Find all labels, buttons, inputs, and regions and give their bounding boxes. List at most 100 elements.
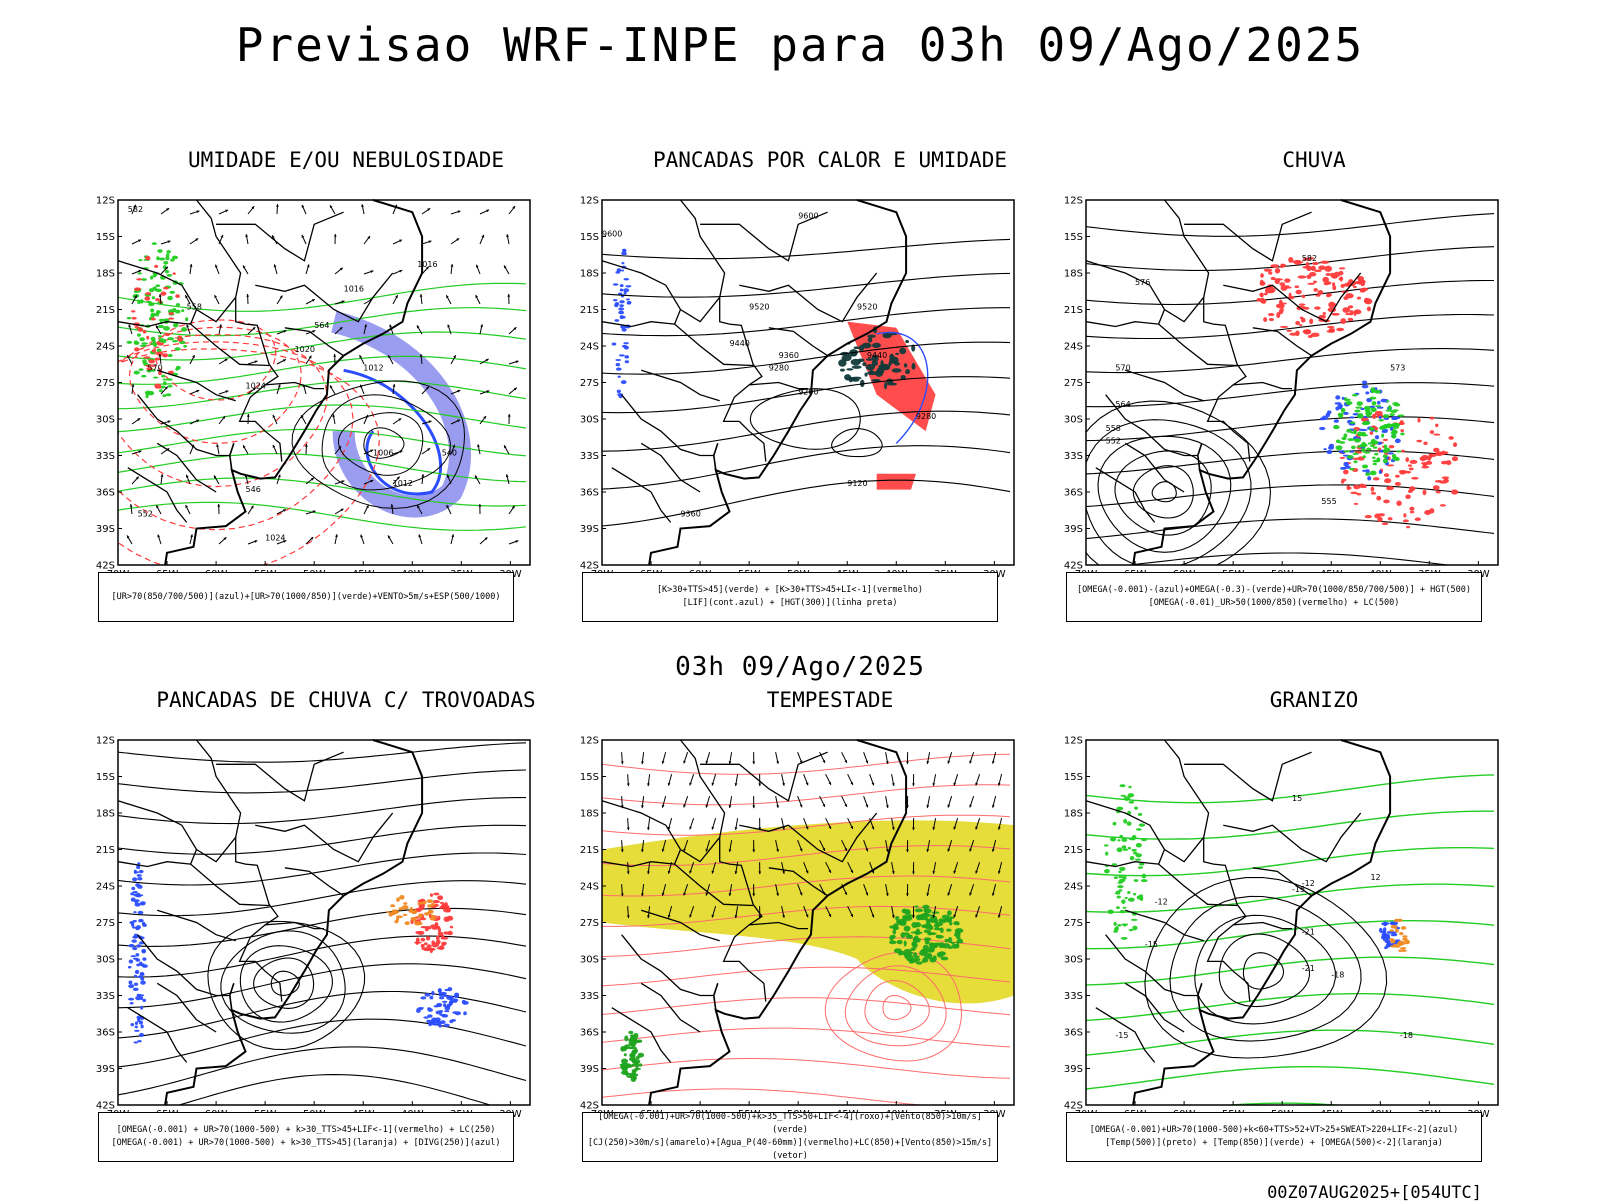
temperature-850-contour (1119, 835, 1123, 839)
lifted-index-contour (627, 301, 632, 304)
low-level-jet-cell (897, 940, 903, 944)
contour-label: -12 (1302, 879, 1315, 888)
country-border (602, 322, 675, 327)
humidity-cell (155, 289, 162, 292)
low-level-jet-cell (956, 936, 960, 939)
country-border (236, 837, 282, 1001)
rain-cell (1423, 442, 1427, 445)
lifted-index-contour (616, 363, 620, 367)
hail-cell (1390, 921, 1395, 925)
rain-cell (1260, 281, 1266, 286)
omega-strong-cell (1396, 450, 1401, 452)
streamline (118, 798, 526, 824)
instability-cell (842, 355, 852, 361)
thunderstorm-cell (433, 900, 440, 903)
contour-label: 564 (1115, 400, 1130, 409)
omega-strong-cell (1384, 444, 1387, 449)
divergence-cell (128, 944, 134, 947)
humidity-cell (163, 381, 167, 385)
rain-cell (1367, 306, 1371, 311)
thickness-cell (151, 318, 156, 321)
streamline (602, 1059, 1010, 1079)
humidity-cell (146, 301, 151, 303)
rain-cell (1286, 285, 1289, 288)
lat-tick-label: 18S (580, 809, 599, 820)
rain-cell (1329, 328, 1335, 332)
legend-line: [OMEGA(-0.01)_UR>50(1000/850)(vermelho) … (1067, 597, 1481, 610)
thickness-cell (162, 353, 168, 357)
rain-cell (1354, 503, 1359, 505)
rain-cell (1435, 424, 1438, 427)
rain-cell (1452, 456, 1458, 461)
lifted-index-contour (617, 390, 621, 393)
arrow-head (912, 784, 915, 787)
contour-label: 552 (138, 509, 153, 518)
omega-strong-cell (1360, 443, 1367, 447)
rain-cell (1323, 312, 1326, 315)
omega-strong-cell (1371, 389, 1374, 393)
contour-label: 1024 (265, 534, 285, 543)
instability-cell (853, 346, 859, 349)
temperature-850-contour (1138, 813, 1142, 816)
lat-tick-label: 15S (1064, 772, 1083, 783)
divergence-cell (142, 999, 146, 1002)
hail-cell (1386, 944, 1391, 947)
lifted-index-contour (617, 376, 620, 378)
low-level-jet-cell (915, 908, 923, 912)
thickness-contour (105, 335, 327, 487)
shower-cell (414, 921, 421, 926)
low-level-jet-cell (907, 952, 914, 955)
axes: 12S15S18S21S24S27S30S33S36S39S42S70W65W6… (96, 736, 530, 1121)
humidity-cell (175, 347, 181, 350)
arrow-head (752, 762, 755, 765)
low-level-jet-cell (938, 918, 944, 922)
lifted-index-contour (619, 300, 625, 303)
lat-tick-label: 30S (1064, 415, 1083, 426)
rain-cell (1286, 330, 1292, 332)
humidity-cell (166, 250, 171, 253)
rain-cell (1275, 268, 1280, 274)
rain-cell (1430, 417, 1435, 420)
temperature-850-contour (1105, 852, 1108, 856)
temperature-850-contour (1128, 793, 1135, 797)
low-level-jet-cell (633, 1061, 639, 1064)
thickness-cell (131, 310, 135, 312)
low-level-jet-cell (940, 927, 944, 933)
thickness-cell (146, 336, 149, 340)
thunderstorm-cell (421, 906, 424, 908)
temperature-850-contour (1114, 876, 1118, 879)
instability-cell (870, 369, 873, 374)
rain-cell (1339, 457, 1345, 459)
humidity-cell (152, 242, 157, 245)
omega-cell (1379, 416, 1382, 419)
country-border (118, 862, 191, 867)
omega-strong-cell (1365, 473, 1370, 476)
country-border (675, 310, 754, 366)
omega-500-cell (1389, 929, 1394, 931)
low-level-jet-cell (909, 935, 913, 939)
divergence-cell (139, 870, 144, 873)
map-tempestade: 12S15S18S21S24S27S30S33S36S39S42S70W65W6… (580, 718, 1080, 1143)
country-border (1223, 813, 1360, 862)
panel-title: PANCADAS POR CALOR E UMIDADE (580, 148, 1080, 172)
rain-cell (1453, 442, 1457, 447)
low-level-jet-cell (624, 1035, 628, 1041)
instability-cell (867, 334, 876, 337)
divergence-cell (129, 960, 133, 964)
rain-cell (1436, 491, 1441, 494)
thunderstorm-cell (438, 927, 441, 932)
lifted-index-contour (623, 342, 628, 344)
coastline (1198, 443, 1202, 470)
country-border (720, 297, 766, 461)
rain-cell (1303, 329, 1311, 334)
omega-strong-cell (1397, 414, 1404, 417)
height-contour (1086, 485, 1494, 507)
omega-strong-cell (1375, 430, 1378, 432)
low-level-jet-cell (915, 931, 920, 934)
humidity-cell (134, 371, 140, 375)
lat-tick-label: 27S (580, 918, 599, 929)
humidity-cell (166, 378, 172, 381)
temperature-850-contour (1139, 823, 1145, 826)
rain-cell (1295, 321, 1300, 325)
